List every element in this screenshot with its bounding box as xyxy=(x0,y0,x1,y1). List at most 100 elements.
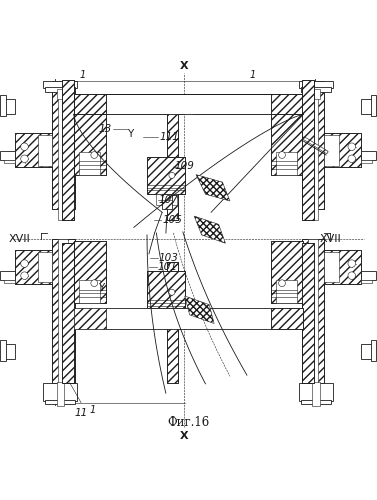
Bar xyxy=(308,81,318,220)
Circle shape xyxy=(348,155,356,162)
Bar xyxy=(271,308,303,329)
Bar xyxy=(361,160,372,164)
Bar xyxy=(302,80,314,220)
Bar xyxy=(74,112,106,174)
Bar xyxy=(43,382,77,401)
Bar xyxy=(276,280,297,303)
Bar xyxy=(302,243,314,382)
Bar xyxy=(57,88,64,99)
Bar xyxy=(57,382,64,406)
Text: XVII: XVII xyxy=(320,234,342,244)
Bar xyxy=(52,81,75,208)
Circle shape xyxy=(91,280,98,286)
Bar xyxy=(45,87,75,92)
Text: Y: Y xyxy=(98,282,104,292)
Polygon shape xyxy=(196,174,230,201)
Bar xyxy=(302,240,324,382)
Bar xyxy=(361,344,374,360)
Bar xyxy=(4,160,15,164)
Bar xyxy=(15,250,52,284)
Bar xyxy=(74,94,106,114)
Bar xyxy=(271,94,303,114)
Bar xyxy=(0,151,15,160)
Bar xyxy=(147,270,185,308)
Text: 1: 1 xyxy=(80,70,86,80)
Bar xyxy=(43,81,77,88)
Bar xyxy=(74,94,106,114)
Bar xyxy=(271,112,303,174)
Bar xyxy=(0,340,6,361)
Polygon shape xyxy=(303,137,328,154)
Bar xyxy=(147,156,185,194)
Bar xyxy=(74,240,106,303)
Bar xyxy=(299,382,333,401)
Bar xyxy=(147,270,185,308)
Bar xyxy=(312,88,320,99)
Text: X: X xyxy=(179,431,188,441)
Bar xyxy=(62,80,74,220)
Text: XVII: XVII xyxy=(8,234,30,244)
Bar xyxy=(299,81,333,88)
Text: 101: 101 xyxy=(158,262,178,272)
Bar xyxy=(45,400,75,404)
Bar xyxy=(301,87,331,92)
Bar xyxy=(271,112,303,174)
Bar xyxy=(162,308,172,326)
Bar xyxy=(302,240,324,382)
Bar xyxy=(162,194,172,210)
Circle shape xyxy=(21,155,28,162)
Bar xyxy=(193,94,303,114)
Bar xyxy=(371,96,376,116)
Bar xyxy=(312,382,320,406)
Bar xyxy=(74,112,106,174)
Bar xyxy=(52,240,75,382)
Bar xyxy=(162,194,172,210)
Bar xyxy=(15,133,52,167)
Bar xyxy=(38,134,52,166)
Text: 109: 109 xyxy=(175,162,195,172)
Circle shape xyxy=(348,143,356,150)
Bar xyxy=(361,280,372,283)
Text: 13: 13 xyxy=(99,124,112,134)
Bar xyxy=(2,99,15,114)
Bar xyxy=(52,240,75,382)
Bar xyxy=(58,81,68,220)
Bar xyxy=(156,308,177,318)
Bar xyxy=(167,99,178,220)
Bar xyxy=(324,250,361,284)
Bar xyxy=(302,80,314,220)
Bar xyxy=(106,308,271,329)
Text: 1: 1 xyxy=(250,70,256,80)
Bar xyxy=(361,270,376,280)
Bar xyxy=(302,81,324,208)
Bar xyxy=(0,270,15,280)
Bar xyxy=(52,81,75,208)
Polygon shape xyxy=(185,296,214,324)
Bar xyxy=(74,308,106,329)
Text: X: X xyxy=(179,61,188,71)
Bar xyxy=(74,240,106,303)
Bar xyxy=(74,308,106,329)
Bar xyxy=(62,243,74,382)
Bar xyxy=(156,194,177,205)
Text: 11: 11 xyxy=(74,408,88,418)
Text: 111: 111 xyxy=(159,132,179,142)
Bar xyxy=(324,250,361,284)
Text: 105: 105 xyxy=(162,215,182,225)
Bar xyxy=(2,344,15,360)
Bar xyxy=(38,252,52,282)
Circle shape xyxy=(348,272,356,280)
Circle shape xyxy=(21,260,28,268)
Text: 103: 103 xyxy=(158,254,178,264)
Bar xyxy=(79,152,100,174)
Circle shape xyxy=(91,152,98,158)
Bar xyxy=(79,280,100,303)
Bar xyxy=(324,252,339,282)
Circle shape xyxy=(21,272,28,280)
Bar xyxy=(0,96,6,116)
Text: 107: 107 xyxy=(158,195,178,205)
Circle shape xyxy=(279,152,285,158)
Bar xyxy=(271,240,303,303)
Bar xyxy=(162,308,172,326)
Text: 1: 1 xyxy=(89,406,95,415)
